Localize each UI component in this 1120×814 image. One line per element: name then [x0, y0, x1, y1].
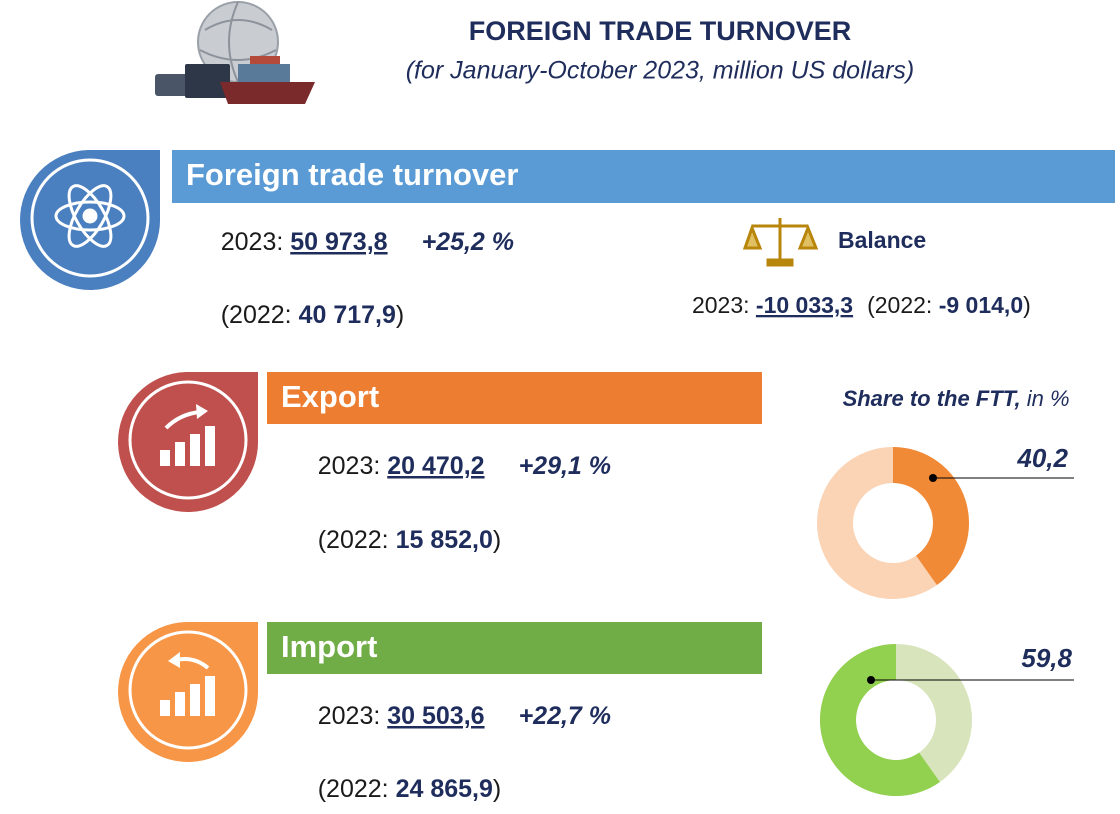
growth: +25,2 %: [422, 228, 514, 256]
label: 2023:: [318, 452, 388, 480]
current-value: -10 033,3: [756, 292, 853, 318]
turnover-previous-line: (2022: 40 717,9): [186, 301, 425, 329]
import-header: Import: [281, 629, 377, 664]
close: ): [396, 301, 404, 329]
donut-segment: [820, 644, 940, 796]
turnover-banner: [172, 150, 1115, 203]
import-banner: [267, 622, 762, 674]
previous-value: 40 717,9: [299, 301, 396, 329]
label: 2023:: [318, 702, 388, 730]
import-current-line: 2023: 30 503,6 +22,7 %: [283, 702, 632, 730]
share-title: Share to the FTT,: [843, 386, 1021, 411]
value-label: 40,2: [1016, 443, 1068, 473]
close: ): [493, 775, 501, 803]
previous-value: 15 852,0: [396, 526, 493, 554]
pointer-dot: [929, 474, 937, 482]
value-label: 59,8: [1021, 643, 1072, 673]
trade-illustration: [155, 1, 315, 104]
close: ): [1023, 292, 1031, 318]
export-banner: [267, 372, 762, 424]
scale-icon: [742, 218, 819, 267]
export-header: Export: [281, 379, 379, 414]
growth: +29,1 %: [519, 452, 611, 480]
close: ): [493, 526, 501, 554]
subtitle: (for January-October 2023, million US do…: [406, 57, 915, 85]
label: (2022:: [221, 301, 299, 329]
label: 2023:: [692, 292, 756, 318]
balance-line: 2023: -10 033,3 (2022: -9 014,0): [660, 292, 1050, 318]
current-value: 30 503,6: [387, 702, 484, 730]
growth: +22,7 %: [519, 702, 611, 730]
pointer-dot: [867, 676, 875, 684]
title: FOREIGN TRADE TURNOVER: [469, 16, 852, 46]
export-current-line: 2023: 20 470,2 +29,1 %: [283, 452, 632, 480]
donut-segment: [893, 447, 969, 586]
label: (2022:: [318, 526, 396, 554]
previous-value: 24 865,9: [396, 775, 493, 803]
share-unit: in %: [1021, 386, 1070, 411]
share-heading: Share to the FTT, in %: [812, 386, 1088, 411]
import-icon: [118, 622, 259, 762]
label: (2022:: [867, 292, 939, 318]
turnover-header: Foreign trade turnover: [186, 157, 518, 192]
export-icon: [118, 372, 259, 512]
current-value: 50 973,8: [290, 228, 387, 256]
turnover-current-line: 2023: 50 973,8 +25,2 %: [186, 228, 535, 256]
previous-value: -9 014,0: [939, 292, 1023, 318]
balance-header: Balance: [838, 227, 926, 253]
current-value: 20 470,2: [387, 452, 484, 480]
export-previous-line: (2022: 15 852,0): [283, 526, 522, 554]
label: 2023:: [221, 228, 291, 256]
label: (2022:: [318, 775, 396, 803]
import-previous-line: (2022: 24 865,9): [283, 775, 522, 803]
